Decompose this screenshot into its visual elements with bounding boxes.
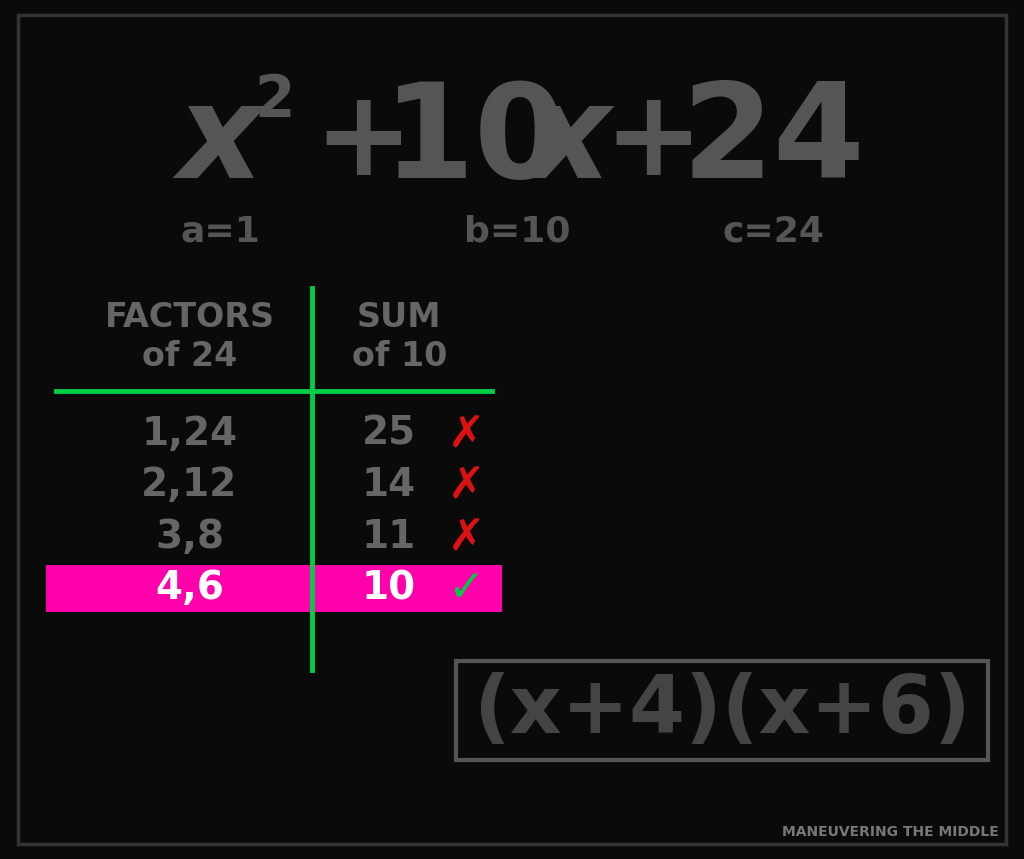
Text: +: + [603, 83, 703, 200]
Text: MANEUVERING THE MIDDLE: MANEUVERING THE MIDDLE [781, 825, 998, 838]
Text: x: x [525, 78, 611, 205]
Text: 10: 10 [382, 78, 566, 205]
Text: a=1: a=1 [180, 215, 260, 249]
Text: 3,8: 3,8 [155, 518, 224, 556]
Text: 11: 11 [362, 518, 416, 556]
Text: ✗: ✗ [447, 515, 484, 558]
Text: ✗: ✗ [447, 464, 484, 507]
Text: 2,12: 2,12 [141, 466, 238, 504]
Text: 24: 24 [681, 78, 865, 205]
Text: 10: 10 [362, 570, 416, 607]
Text: (x+4)(x+6): (x+4)(x+6) [473, 672, 971, 750]
Text: ✗: ✗ [447, 412, 484, 455]
Text: SUM: SUM [357, 302, 441, 334]
Text: of 10: of 10 [351, 340, 447, 373]
Text: 25: 25 [362, 415, 416, 453]
Text: of 24: of 24 [141, 340, 238, 373]
Text: 4,6: 4,6 [155, 570, 224, 607]
FancyBboxPatch shape [456, 661, 988, 760]
Text: +: + [313, 83, 414, 200]
Text: c=24: c=24 [722, 215, 824, 249]
Text: 14: 14 [362, 466, 416, 504]
FancyBboxPatch shape [46, 565, 502, 612]
Text: ✓: ✓ [447, 567, 484, 610]
Text: x: x [177, 78, 263, 205]
Text: 2: 2 [254, 72, 295, 129]
Text: b=10: b=10 [464, 215, 570, 249]
Text: FACTORS: FACTORS [104, 302, 274, 334]
Text: 1,24: 1,24 [141, 415, 238, 453]
